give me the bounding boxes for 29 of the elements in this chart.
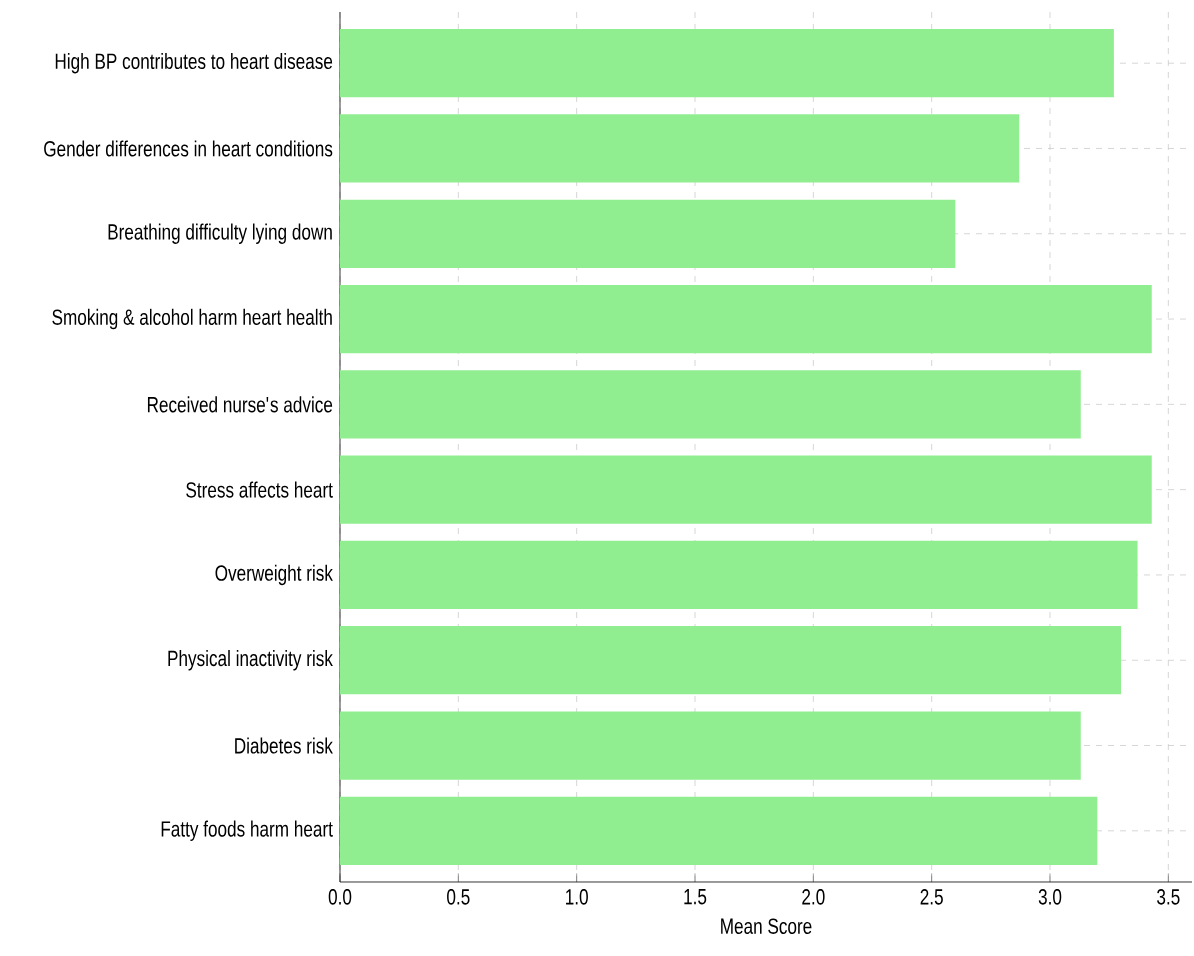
bar xyxy=(340,540,1138,610)
bar xyxy=(340,711,1081,780)
y-tick-label: Diabetes risk xyxy=(235,737,333,754)
bar xyxy=(340,370,1081,439)
x-tick-label: 2.5 xyxy=(920,889,943,905)
x-tick-label: 0.0 xyxy=(328,889,352,905)
y-tick-label: Fatty foods harm heart xyxy=(161,820,333,842)
x-tick-label: 0.5 xyxy=(447,889,470,905)
y-tick-label: Breathing difficulty lying down xyxy=(108,223,332,244)
x-axis-title: Mean Score xyxy=(721,918,812,934)
y-tick-label: Stress affects heart xyxy=(186,481,333,498)
x-tick-label: 1.0 xyxy=(566,889,588,905)
x-tick-label: 1.5 xyxy=(684,889,707,905)
bar xyxy=(340,626,1121,695)
x-tick-label: 3.0 xyxy=(1038,889,1062,905)
bar xyxy=(340,114,1020,183)
bar xyxy=(340,455,1152,524)
bar xyxy=(340,796,1098,865)
y-tick-label: Physical inactivity risk xyxy=(168,649,333,671)
y-tick-label: Smoking & alcohol harm heart health xyxy=(52,308,332,330)
y-tick-label: Received nurse's advice xyxy=(147,396,333,413)
x-tick-label: 3.5 xyxy=(1157,889,1180,905)
bar xyxy=(340,199,956,268)
y-tick-label: Gender differences in heart conditions xyxy=(44,140,333,157)
bar xyxy=(340,29,1114,98)
x-tick-label: 2.0 xyxy=(802,889,825,905)
bar xyxy=(340,284,1152,354)
y-tick-label: Overweight risk xyxy=(215,564,333,586)
y-tick-label: High BP contributes to heart disease xyxy=(55,52,333,74)
